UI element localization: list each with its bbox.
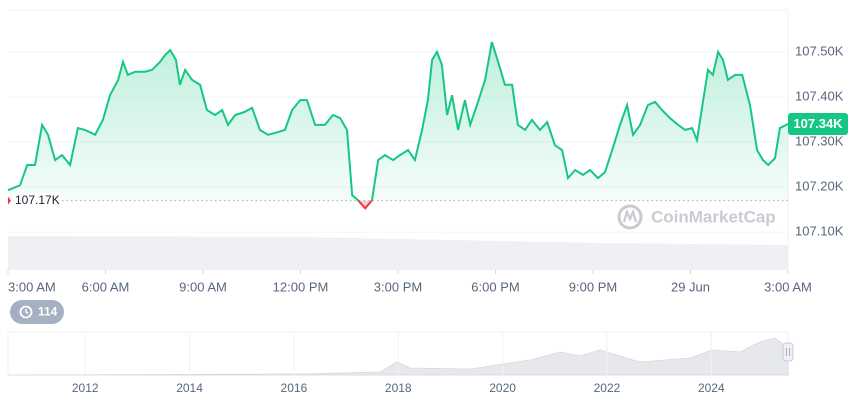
plot bbox=[7, 41, 789, 233]
reference-label: 107.17K bbox=[15, 193, 60, 207]
navigator-year-label: 2016 bbox=[281, 381, 308, 395]
x-tick-label: 9:00 AM bbox=[179, 279, 227, 294]
navigator-history bbox=[7, 337, 789, 376]
history-icon-hands bbox=[25, 309, 29, 315]
history-count: 114 bbox=[38, 305, 58, 319]
x-tick-label: 9:00 PM bbox=[569, 279, 617, 294]
x-tick-label: 3:00 PM bbox=[374, 279, 422, 294]
x-tick-label: 6:00 AM bbox=[82, 279, 130, 294]
y-tick-label: 107.10K bbox=[795, 224, 844, 239]
volume-band bbox=[8, 236, 788, 270]
current-price-label: 107.34K bbox=[793, 116, 843, 131]
x-tick-label: 12:00 PM bbox=[273, 279, 329, 294]
x-tick-label: 3:00 AM bbox=[764, 279, 812, 294]
current-price-tag bbox=[788, 113, 848, 136]
navigator-year-label: 2014 bbox=[176, 381, 203, 395]
area-up bbox=[8, 42, 788, 201]
y-tick-label: 107.50K bbox=[795, 43, 844, 58]
x-tick-label: 3:00 AM bbox=[8, 279, 56, 294]
navigator-year-label: 2018 bbox=[385, 381, 412, 395]
watermark-logo bbox=[617, 204, 643, 230]
navigator-year-label: 2020 bbox=[489, 381, 516, 395]
x-tick-label: 6:00 PM bbox=[471, 279, 519, 294]
navigator-year-label: 2024 bbox=[698, 381, 725, 395]
x-tick-label: 29 Jun bbox=[671, 279, 710, 294]
navigator-year-label: 2012 bbox=[72, 381, 99, 395]
history-icon bbox=[19, 305, 33, 319]
price-line-up bbox=[7, 41, 789, 201]
navigator-handle[interactable] bbox=[782, 342, 794, 362]
navigator-year-label: 2022 bbox=[594, 381, 621, 395]
y-tick-label: 107.40K bbox=[795, 88, 844, 103]
reference-marker bbox=[8, 196, 11, 205]
y-tick-label: 107.20K bbox=[795, 179, 844, 194]
history-badge[interactable] bbox=[10, 300, 64, 324]
watermark: CoinMarketCap bbox=[651, 207, 776, 226]
reference-label-bg bbox=[12, 192, 60, 209]
y-tick-label: 107.30K bbox=[795, 133, 844, 148]
